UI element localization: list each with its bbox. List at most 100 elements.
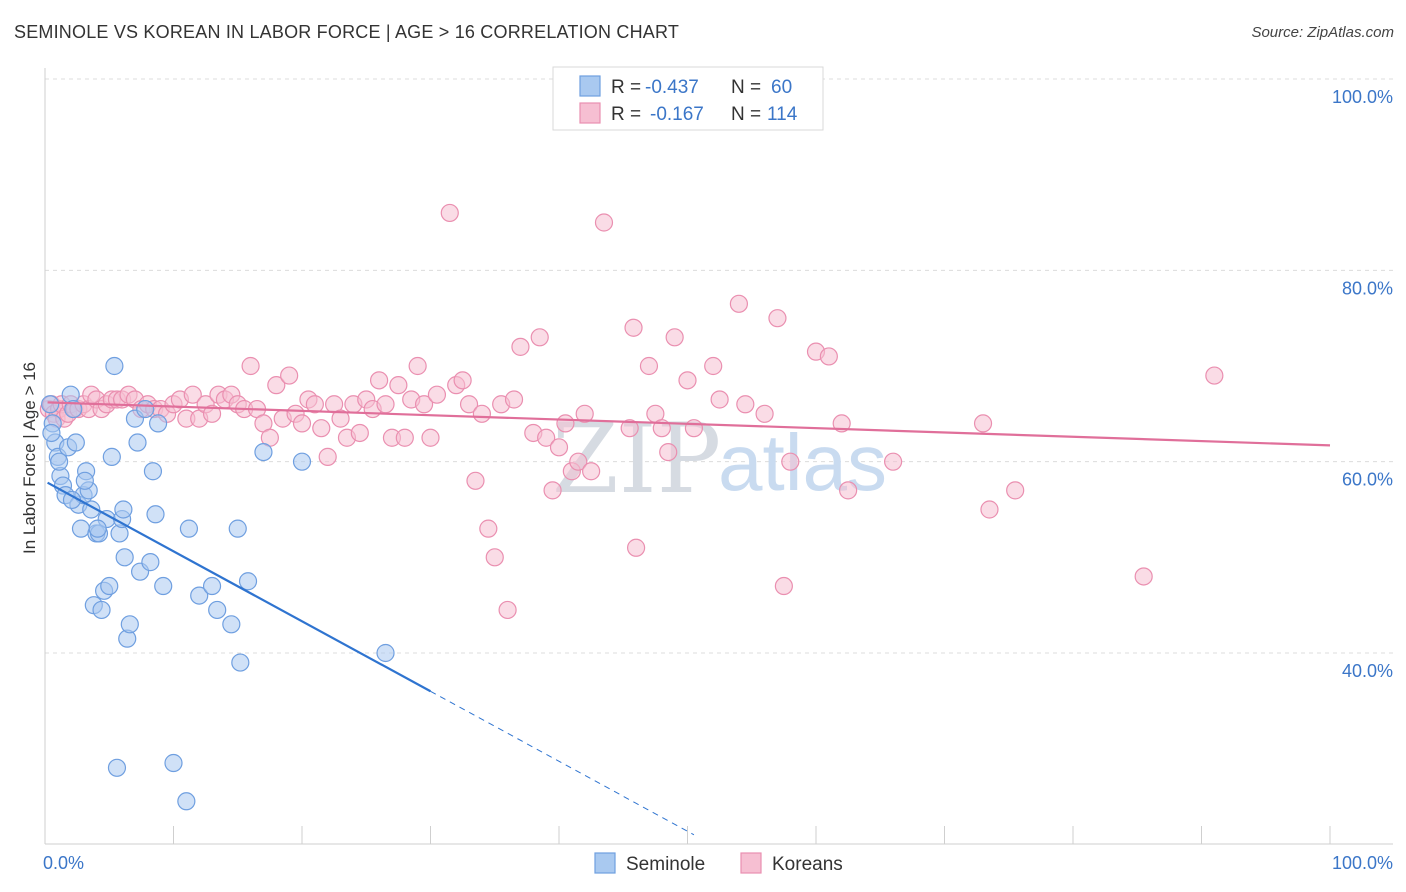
seminole-point-57 [75, 471, 94, 490]
koreans-point-114 [883, 452, 903, 471]
koreans-point-85 [549, 438, 569, 457]
koreans-point-83 [537, 428, 556, 447]
koreans-point-67 [421, 428, 440, 447]
seminole-r-label: R = [611, 77, 641, 98]
koreans-point-108 [774, 576, 793, 596]
seminole-trendline [47, 481, 432, 693]
koreans-point-50 [312, 419, 331, 438]
koreans-point-94 [626, 538, 646, 557]
chart-title: SEMINOLE VS KOREAN IN LABOR FORCE | AGE … [14, 22, 680, 42]
koreans-point-89 [575, 404, 594, 423]
koreans-point-93 [624, 318, 643, 337]
koreans-point-43 [267, 376, 286, 395]
seminole-point-26 [107, 758, 127, 777]
koreans-point-47 [292, 414, 312, 433]
koreans-point-65 [408, 356, 427, 376]
koreans-point-99 [665, 328, 684, 347]
series-legend: Seminole Koreans [594, 852, 843, 875]
koreans-point-73 [466, 471, 485, 490]
koreans-point-82 [530, 328, 549, 347]
koreans-point-106 [755, 404, 774, 423]
koreans-point-79 [504, 390, 524, 409]
koreans-point-95 [639, 356, 659, 376]
seminole-swatch [579, 75, 601, 97]
koreans-point-91 [594, 213, 614, 232]
seminole-point-37 [143, 462, 163, 481]
seminole-point-45 [202, 576, 222, 596]
koreans-trendline [47, 401, 1331, 447]
seminole-point-41 [164, 753, 183, 773]
seminole-point-12 [71, 519, 91, 538]
y-tick-label-0: 100.0% [1332, 87, 1393, 107]
koreans-point-90 [582, 462, 601, 481]
koreans-point-117 [1006, 481, 1025, 500]
y-axis-title: In Labor Force | Age > 16 [20, 362, 39, 554]
koreans-point-115 [973, 414, 993, 433]
koreans-point-62 [389, 376, 408, 395]
koreans-point-98 [659, 443, 678, 462]
legend-koreans-label: Koreans [772, 854, 843, 875]
koreans-point-107 [768, 309, 787, 328]
koreans-point-103 [710, 390, 729, 409]
koreans-point-60 [376, 395, 395, 414]
koreans-point-76 [485, 548, 504, 567]
seminole-point-23 [100, 576, 119, 596]
seminole-point-10 [66, 433, 85, 452]
seminole-point-55 [50, 452, 69, 471]
koreans-point-80 [511, 337, 530, 356]
koreans-point-78 [498, 600, 517, 620]
seminole-point-51 [254, 443, 273, 462]
seminole-point-29 [115, 548, 134, 567]
x-tick-label-0: 0.0% [43, 853, 84, 873]
koreans-point-45 [280, 366, 299, 385]
koreans-r-value: -0.167 [650, 104, 704, 125]
koreans-point-88 [569, 452, 588, 471]
seminole-point-52 [292, 452, 312, 471]
seminole-point-58 [88, 519, 107, 538]
koreans-point-84 [543, 481, 562, 500]
trendlines [47, 401, 1331, 836]
watermark-atlas: atlas [718, 418, 887, 507]
koreans-point-49 [305, 395, 324, 414]
koreans-point-68 [427, 385, 447, 404]
koreans-point-102 [704, 356, 723, 376]
koreans-point-111 [819, 347, 838, 366]
koreans-swatch [579, 102, 601, 124]
seminole-point-39 [148, 414, 168, 433]
seminole-point-36 [141, 553, 160, 572]
seminole-point-0 [41, 395, 60, 414]
stats-legend: R = -0.437 N = 60 R = -0.167 N = 114 [552, 66, 824, 131]
seminole-n-value: 60 [771, 77, 792, 98]
y-tick-label-2: 60.0% [1342, 470, 1393, 490]
seminole-point-44 [190, 586, 209, 605]
seminole-r-value: -0.437 [645, 77, 699, 98]
seminole-n-label: N = [731, 77, 761, 98]
seminole-point-38 [146, 505, 165, 524]
koreans-point-75 [479, 519, 498, 538]
koreans-point-104 [729, 294, 749, 313]
seminole-point-40 [154, 576, 173, 596]
koreans-n-label: N = [731, 104, 761, 125]
seminole-point-20 [92, 600, 111, 620]
koreans-point-92 [620, 419, 639, 438]
koreans-point-51 [318, 447, 337, 466]
koreans-point-69 [440, 203, 459, 223]
koreans-point-109 [781, 452, 800, 471]
seminole-point-42 [177, 792, 196, 811]
seminole-point-25 [105, 356, 124, 376]
legend-koreans-swatch [740, 852, 762, 874]
koreans-point-116 [980, 500, 999, 519]
koreans-point-33 [202, 404, 222, 423]
koreans-point-30 [183, 385, 202, 404]
koreans-point-86 [556, 414, 575, 433]
seminole-point-54 [42, 423, 61, 443]
seminole-point-33 [128, 433, 147, 452]
seminole-point-9 [64, 399, 83, 419]
seminole-trendline-extension [430, 690, 695, 836]
koreans-point-119 [1205, 366, 1224, 385]
koreans-point-39 [241, 356, 260, 376]
y-tick-label-1: 80.0% [1342, 278, 1393, 298]
x-tick-labels: 0.0% 100.0% [43, 853, 1393, 873]
koreans-point-63 [395, 428, 414, 447]
koreans-point-71 [453, 371, 472, 390]
